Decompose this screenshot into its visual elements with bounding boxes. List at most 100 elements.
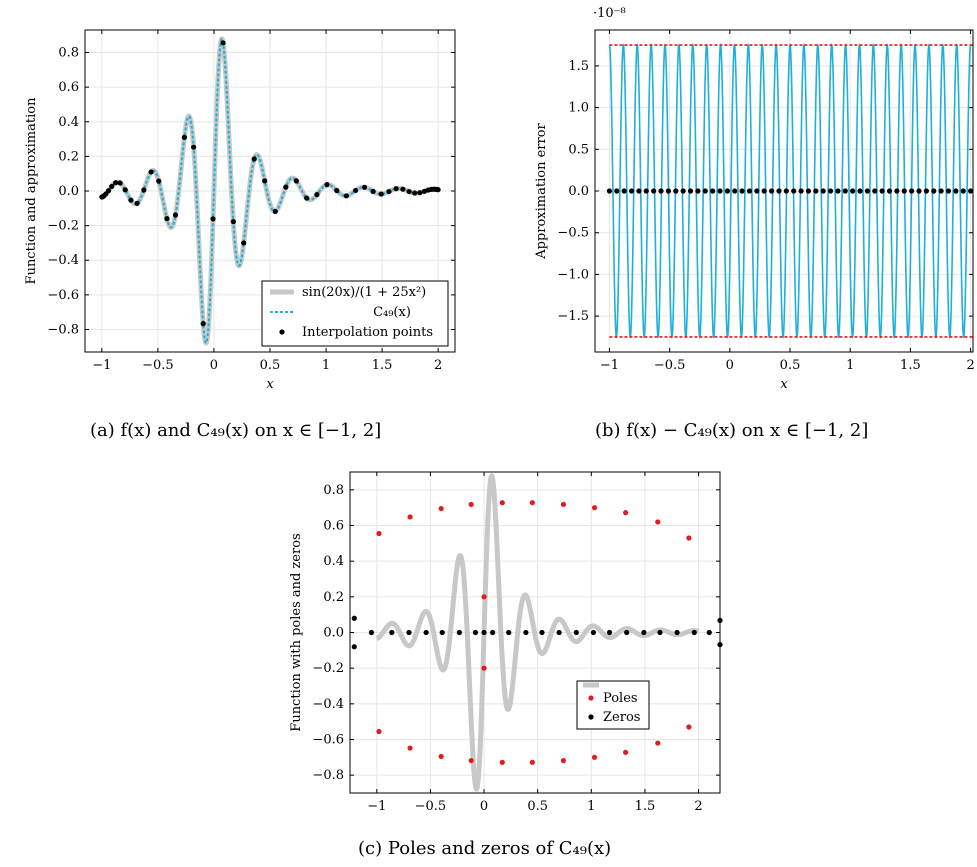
y-tick-label: −1.5 bbox=[557, 309, 589, 324]
legend-label: Poles bbox=[603, 691, 638, 706]
interpolation-point bbox=[421, 188, 427, 194]
zero-error-point bbox=[938, 188, 944, 194]
zero-error-point bbox=[783, 188, 789, 194]
zero-error-point bbox=[945, 188, 952, 194]
zero-error-point bbox=[717, 188, 723, 194]
zero-error-point bbox=[857, 188, 863, 194]
interpolation-point bbox=[128, 197, 134, 203]
zero-error-point bbox=[651, 188, 657, 194]
interpolation-point bbox=[393, 186, 399, 192]
interpolation-point bbox=[99, 194, 105, 200]
zero-point bbox=[439, 629, 445, 636]
y-tick-label: −0.8 bbox=[312, 768, 344, 783]
y-axis-label: Function with poles and zeros bbox=[289, 533, 304, 731]
zero-error-point bbox=[916, 188, 922, 194]
zero-error-point bbox=[872, 188, 878, 194]
x-tick-label: 1 bbox=[587, 799, 595, 814]
interpolation-point bbox=[241, 240, 247, 246]
zero-error-point bbox=[879, 188, 885, 194]
interpolation-point bbox=[262, 178, 268, 184]
zero-error-point bbox=[702, 188, 708, 194]
zero-point bbox=[590, 629, 597, 636]
y-tick-label: −1.0 bbox=[557, 267, 589, 282]
zero-point bbox=[606, 629, 613, 636]
interpolation-point bbox=[200, 321, 206, 327]
zero-error-point bbox=[732, 188, 738, 194]
zero-error-point bbox=[746, 188, 753, 194]
y-axis-label: Function and approximation bbox=[24, 97, 39, 285]
pole-point bbox=[591, 754, 598, 760]
legend-label: sin(20x)/(1 + 25x²) bbox=[302, 285, 426, 300]
caption-b: (b) f(x) − C₄₉(x) on x ∈ [−1, 2] bbox=[595, 420, 869, 441]
interpolation-point bbox=[148, 169, 154, 175]
interpolation-point bbox=[156, 178, 162, 184]
zero-error-point bbox=[960, 188, 966, 194]
y-tick-label: −0.4 bbox=[47, 253, 79, 268]
interpolation-point bbox=[230, 219, 236, 225]
interpolation-point bbox=[417, 190, 423, 196]
pole-point bbox=[529, 500, 535, 506]
interpolation-point bbox=[117, 180, 123, 186]
x-tick-label: −1 bbox=[367, 799, 386, 814]
pole-point bbox=[623, 510, 629, 516]
interpolation-point bbox=[113, 180, 119, 186]
zero-error-point bbox=[628, 188, 635, 194]
x-tick-label: 0.5 bbox=[780, 358, 801, 373]
interpolation-point bbox=[251, 156, 257, 162]
pole-point bbox=[407, 745, 413, 751]
function-curve bbox=[374, 473, 701, 792]
zero-error-point bbox=[923, 188, 929, 194]
zero-error-point bbox=[813, 188, 819, 194]
zero-error-point bbox=[680, 188, 686, 194]
x-tick-label: −0.5 bbox=[654, 358, 686, 373]
pole-point bbox=[468, 501, 474, 508]
y-tick-label: 0.4 bbox=[58, 115, 79, 130]
zero-point bbox=[691, 629, 697, 636]
y-tick-label: 1.0 bbox=[568, 101, 589, 116]
chart-b: −1 −0.5 0 0.5 1 1.5 2 −1.5 −1.0 −0.5 0.0 0.5 1.0 1.5 x… bbox=[534, 6, 975, 392]
zero-point bbox=[456, 629, 462, 636]
pole-point bbox=[438, 753, 444, 760]
zero-point bbox=[481, 629, 487, 636]
interpolation-point bbox=[210, 216, 216, 222]
y-tick-label: −0.6 bbox=[47, 288, 79, 303]
interpolation-point bbox=[122, 187, 128, 193]
zero-error-point bbox=[798, 188, 804, 194]
x-tick-label: −0.5 bbox=[415, 799, 447, 814]
pole-point bbox=[407, 514, 413, 520]
y-tick-label: 0.2 bbox=[58, 149, 79, 164]
legend-swatch-points bbox=[279, 329, 285, 335]
interpolation-point bbox=[109, 183, 115, 189]
y-tick-label: −0.5 bbox=[557, 226, 589, 241]
interpolation-point bbox=[134, 200, 140, 206]
pole-point bbox=[468, 757, 474, 764]
zero-error-point bbox=[761, 188, 767, 194]
interpolation-point bbox=[283, 184, 289, 190]
y-tick-label: 0.8 bbox=[323, 483, 344, 498]
caption-a: (a) f(x) and C₄₉(x) on x ∈ [−1, 2] bbox=[90, 420, 382, 441]
y-tick-label: 0.6 bbox=[323, 519, 344, 534]
caption-c: (c) Poles and zeros of C₄₉(x) bbox=[358, 838, 612, 859]
y-tick-label: 0.0 bbox=[58, 184, 79, 199]
pole-point bbox=[529, 759, 535, 765]
pole-point bbox=[499, 759, 505, 765]
y-tick-label: −0.2 bbox=[312, 661, 344, 676]
legend: Poles Zeros bbox=[576, 680, 650, 730]
x-axis-label: x bbox=[780, 377, 788, 392]
legend: sin(20x)/(1 + 25x²) C₄₉(x) Interpolation p… bbox=[261, 280, 449, 347]
interpolation-point bbox=[220, 40, 226, 46]
interpolation-point bbox=[343, 193, 349, 199]
interpolation-point bbox=[370, 188, 376, 194]
zero-error-point bbox=[687, 188, 694, 194]
y-tick-label: 0.0 bbox=[323, 626, 344, 641]
pole-point bbox=[655, 740, 661, 746]
zero-error-point bbox=[621, 188, 627, 194]
zero-error-point bbox=[894, 188, 900, 194]
pole-point bbox=[686, 724, 692, 730]
x-tick-label: 1.5 bbox=[372, 358, 393, 373]
zero-error-point bbox=[695, 188, 701, 194]
x-axis-label: x bbox=[266, 377, 274, 392]
x-tick-label: −1 bbox=[600, 358, 619, 373]
zero-point bbox=[624, 629, 630, 636]
zero-point bbox=[573, 629, 579, 636]
